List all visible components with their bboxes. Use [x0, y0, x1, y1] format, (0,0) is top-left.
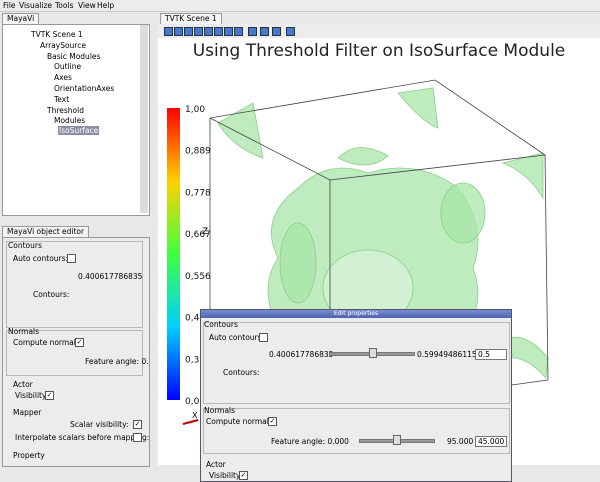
checkbox[interactable]: ✓: [45, 391, 54, 400]
scene-title: Using Threshold Filter on IsoSurface Mod…: [193, 41, 566, 61]
colorbar-label: 0,889: [185, 147, 211, 157]
text-input[interactable]: 0.5: [475, 349, 507, 360]
slider-label: 0.400617786835: [78, 272, 143, 281]
tool-button[interactable]: [194, 27, 203, 36]
axis-label: X: [192, 411, 198, 420]
group-title: Contours: [204, 320, 238, 329]
group-title: Actor: [206, 460, 226, 469]
tab[interactable]: MayaVi object editor: [2, 226, 90, 237]
checkbox[interactable]: ✓: [75, 338, 84, 347]
colorbar-label: 0,00: [185, 397, 205, 407]
checkbox[interactable]: [259, 333, 268, 342]
group: [203, 408, 510, 454]
group-title: Mapper: [13, 408, 42, 417]
tree-item[interactable]: TVTK Scene 1: [31, 30, 83, 39]
label: Compute normals:: [206, 417, 276, 426]
label: Compute normals:: [13, 338, 83, 347]
tab[interactable]: TVTK Scene 1: [160, 13, 222, 24]
menu-item[interactable]: Help: [97, 1, 115, 10]
editor-panel: Contours Auto contours: 0.400617786835 C…: [2, 237, 150, 467]
menu-item[interactable]: File: [3, 1, 16, 10]
label: Feature angle: 0.000: [85, 357, 149, 366]
label: Auto contours:: [13, 254, 69, 263]
colorbar-label: 0,667: [185, 230, 211, 240]
slider-knob[interactable]: [369, 348, 377, 358]
label: Scalar visibility:: [70, 420, 129, 429]
tree-item[interactable]: Text: [54, 95, 70, 104]
checkbox[interactable]: [133, 433, 142, 442]
toolbar: [158, 24, 600, 38]
tool-button[interactable]: [164, 27, 173, 36]
group-title: Normals: [204, 406, 236, 415]
tree-item[interactable]: Basic Modules: [47, 52, 101, 61]
tool-button[interactable]: [286, 27, 295, 36]
tool-button[interactable]: [248, 27, 257, 36]
tool-button[interactable]: [204, 27, 213, 36]
group-title: Property: [13, 451, 45, 460]
scrollbar[interactable]: [140, 25, 148, 213]
group: [6, 330, 143, 376]
slider-knob[interactable]: [393, 435, 401, 445]
dialog-title: Edit properties: [333, 310, 379, 317]
label: Feature angle: 0.000: [271, 437, 349, 446]
checkbox[interactable]: ✓: [239, 471, 248, 480]
tool-button[interactable]: [184, 27, 193, 36]
tree-panel: TVTK Scene 1 ArraySource Basic Modules O…: [2, 24, 150, 216]
slider-label: 0.400617786835: [269, 350, 334, 359]
label: Interpolate scalars before mapping:: [15, 433, 150, 442]
slider-label: 95.000: [447, 437, 474, 446]
tree-item[interactable]: Threshold: [47, 106, 84, 115]
colorbar-label: 1,00: [185, 105, 205, 115]
tab[interactable]: MayaVi: [2, 13, 40, 24]
slider-label: 0.599494861153: [417, 350, 482, 359]
tree-item-selected[interactable]: IsoSurface: [58, 126, 100, 135]
text-input[interactable]: 45.000: [475, 436, 507, 447]
dialog-titlebar: Edit properties: [201, 310, 511, 318]
tree-item[interactable]: Outline: [54, 62, 82, 71]
checkbox[interactable]: ✓: [133, 420, 142, 429]
menu-item[interactable]: Visualize: [19, 1, 53, 10]
tool-button[interactable]: [224, 27, 233, 36]
menu-bar: File Visualize Tools View Help: [0, 0, 600, 12]
group: [203, 322, 510, 404]
colorbar-label: 0,444: [185, 314, 211, 324]
tool-button[interactable]: [234, 27, 243, 36]
checkbox[interactable]: ✓: [268, 417, 277, 426]
tree-item[interactable]: Modules: [54, 116, 86, 125]
label: Contours:: [223, 368, 260, 377]
label: Visibility:: [209, 471, 243, 480]
tree-item[interactable]: Axes: [54, 73, 72, 82]
menu-item[interactable]: Tools: [55, 1, 74, 10]
group-title: Actor: [13, 380, 33, 389]
group-title: Normals: [8, 327, 40, 336]
tree-item[interactable]: OrientationAxes: [54, 84, 115, 93]
colorbar: [167, 108, 180, 400]
tool-button[interactable]: [174, 27, 183, 36]
axis-arrow: [182, 419, 199, 425]
colorbar-label: 0,556: [185, 272, 211, 282]
label: Visibility:: [15, 391, 49, 400]
tool-button[interactable]: [214, 27, 223, 36]
colorbar-label: 0,778: [185, 188, 211, 198]
group-title: Contours: [8, 241, 42, 250]
tool-button[interactable]: [272, 27, 281, 36]
label: Auto contours:: [209, 333, 265, 342]
menu-item[interactable]: View: [78, 1, 96, 10]
label: Contours:: [33, 290, 70, 299]
tool-button[interactable]: [260, 27, 269, 36]
tree-item[interactable]: ArraySource: [40, 41, 86, 50]
dialog: Edit properties Contours Auto contours: …: [200, 309, 512, 482]
axis-label: Z: [202, 227, 208, 237]
colorbar-label: 0,333: [185, 355, 211, 365]
checkbox[interactable]: [67, 254, 76, 263]
